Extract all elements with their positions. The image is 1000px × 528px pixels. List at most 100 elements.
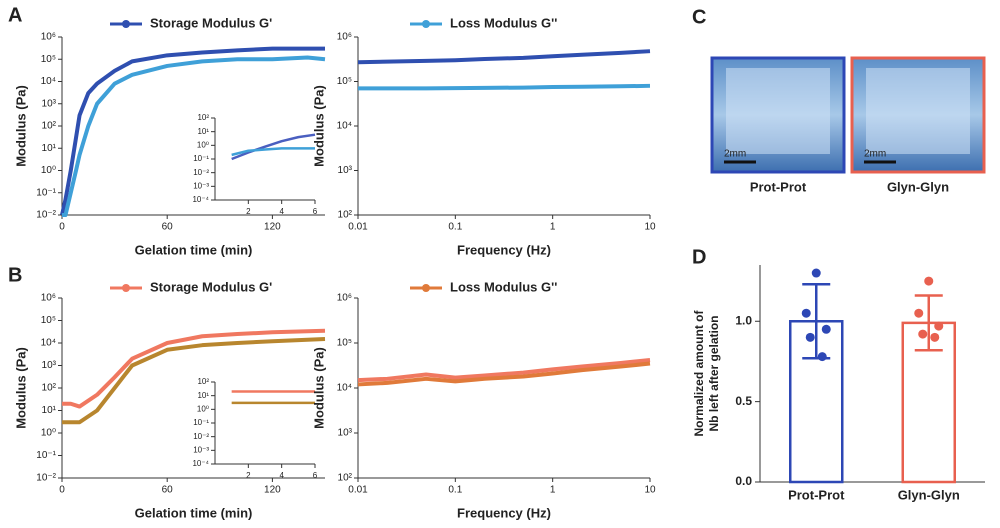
y-tick-label: 10⁶ (337, 293, 352, 304)
y-tick-label: 10⁰ (197, 140, 209, 149)
y-tick-label: 10⁰ (41, 428, 56, 439)
x-tick-label: 10 (644, 485, 656, 496)
panel-label: B (8, 264, 22, 286)
y-axis-label: Modulus (Pa) (311, 347, 326, 429)
legend-label: Storage Modulus G' (150, 279, 272, 294)
x-tick-label: 0 (59, 222, 65, 233)
y-tick-label: 10⁵ (41, 54, 56, 65)
image-label: Prot-Prot (750, 179, 807, 194)
y-tick-label: 10³ (338, 428, 353, 439)
y-tick-label: 10⁻³ (193, 445, 209, 454)
y-tick-label: 10⁻³ (193, 181, 209, 190)
y-axis-label: Nb left after gelation (707, 315, 721, 431)
x-axis-label: Frequency (Hz) (457, 242, 551, 257)
x-axis-label: Frequency (Hz) (457, 505, 551, 520)
y-tick-label: 10⁻² (36, 473, 56, 484)
y-tick-label: 10¹ (42, 143, 57, 154)
y-tick-label: 10⁴ (337, 121, 352, 132)
x-tick-label: 4 (279, 207, 284, 216)
y-tick-label: 10² (42, 121, 57, 132)
series-line (231, 133, 316, 161)
x-tick-label: 4 (279, 471, 284, 480)
x-tick-label: 2 (246, 207, 251, 216)
y-tick-label: 10² (338, 473, 353, 484)
x-tick-label: 0.1 (448, 485, 462, 496)
series-line (357, 361, 651, 387)
x-tick-label: 10 (644, 222, 656, 233)
series-line (60, 46, 325, 216)
scale-bar-label: 2mm (864, 149, 886, 160)
y-axis-label: Modulus (Pa) (311, 85, 326, 167)
x-tick-label: 120 (264, 485, 281, 496)
y-tick-label: 10³ (42, 360, 57, 371)
panel-label: A (8, 4, 22, 26)
series-line (357, 49, 651, 65)
legend-marker (422, 20, 430, 28)
series-line (358, 83, 651, 91)
y-tick-label: 10² (338, 210, 353, 221)
data-point (811, 268, 821, 278)
y-tick-label: 10⁴ (337, 383, 352, 394)
y-tick-label: 10⁻¹ (193, 154, 209, 163)
x-axis-label: Gelation time (min) (135, 242, 253, 257)
y-tick-label: 10⁻¹ (193, 418, 209, 427)
data-point (930, 332, 940, 342)
x-tick-label: Prot-Prot (788, 487, 845, 502)
y-tick-label: 10¹ (197, 391, 209, 400)
y-tick-label: 10⁵ (337, 338, 352, 349)
x-tick-label: 1 (550, 222, 556, 233)
data-point (918, 329, 928, 339)
y-tick-label: 10² (197, 377, 209, 386)
image-label: Glyn-Glyn (887, 179, 949, 194)
series-line (62, 337, 326, 425)
y-tick-label: 10² (197, 113, 209, 122)
y-tick-label: 10³ (42, 98, 57, 109)
y-tick-label: 10⁰ (41, 165, 56, 176)
y-tick-label: 10¹ (197, 127, 209, 136)
x-tick-label: 0.1 (448, 222, 462, 233)
x-tick-label: 2 (246, 471, 251, 480)
y-axis-label: Normalized amount of (692, 309, 706, 436)
y-tick-label: 1.0 (735, 313, 752, 327)
y-tick-label: 0.0 (735, 474, 752, 488)
x-tick-label: 60 (162, 222, 174, 233)
y-tick-label: 10⁻⁴ (192, 459, 209, 468)
y-tick-label: 10⁰ (197, 404, 209, 413)
series-line (231, 147, 315, 157)
y-tick-label: 10⁵ (337, 76, 352, 87)
legend-label: Storage Modulus G' (150, 15, 272, 30)
y-tick-label: 10⁻¹ (36, 187, 56, 198)
y-tick-label: 0.5 (735, 394, 752, 408)
y-tick-label: 10³ (338, 165, 353, 176)
panel-label: C (692, 6, 706, 28)
y-tick-label: 10⁴ (41, 76, 56, 87)
x-tick-label: 1 (550, 485, 556, 496)
series-line (62, 55, 326, 217)
legend-marker (122, 20, 130, 28)
y-tick-label: 10⁻¹ (36, 450, 56, 461)
y-axis-label: Modulus (Pa) (13, 347, 28, 429)
y-tick-label: 10⁻⁴ (192, 195, 209, 204)
y-tick-label: 10⁻² (193, 168, 209, 177)
scale-bar-label: 2mm (724, 149, 746, 160)
legend-label: Loss Modulus G'' (450, 279, 557, 294)
legend-label: Loss Modulus G'' (450, 15, 557, 30)
series-line (62, 328, 326, 409)
series-line (357, 357, 651, 383)
error-bar (914, 294, 943, 352)
gel-block (866, 68, 970, 154)
x-tick-label: 6 (313, 471, 318, 480)
x-tick-label: 0.01 (348, 222, 368, 233)
data-point (924, 276, 934, 286)
y-tick-label: 10⁻² (36, 210, 56, 221)
x-tick-label: Glyn-Glyn (898, 487, 960, 502)
x-axis-label: Gelation time (min) (135, 505, 253, 520)
y-tick-label: 10⁻² (193, 432, 209, 441)
legend-marker (122, 284, 130, 292)
data-point (914, 308, 924, 318)
x-tick-label: 6 (313, 207, 318, 216)
x-tick-label: 60 (162, 485, 174, 496)
x-tick-label: 0.01 (348, 485, 368, 496)
x-tick-label: 120 (264, 222, 281, 233)
